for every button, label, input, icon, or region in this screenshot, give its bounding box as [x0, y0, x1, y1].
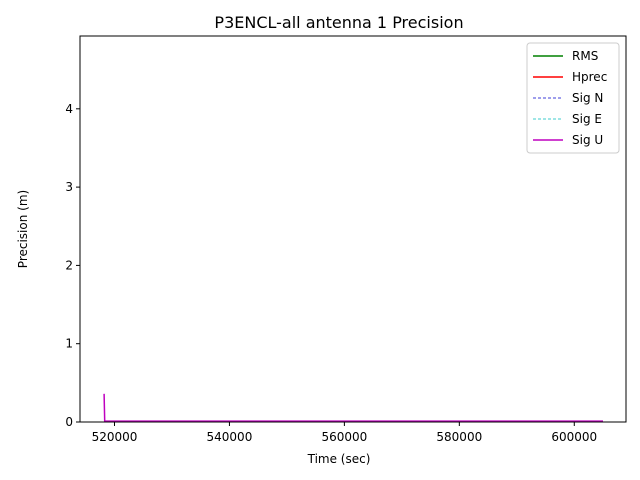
x-tick-label: 560000 — [321, 430, 367, 444]
x-tick-label: 600000 — [551, 430, 597, 444]
legend-items: RMS Hprec Sig N Sig E Sig U — [533, 49, 607, 147]
x-tick-label: 540000 — [207, 430, 253, 444]
y-axis-ticks: 0 1 2 3 4 — [65, 102, 80, 429]
plot-frame — [79, 35, 627, 423]
legend-box — [526, 42, 620, 154]
y-tick-label: 2 — [65, 258, 73, 272]
series-line-sig-u — [103, 393, 603, 422]
y-tick-label: 3 — [65, 180, 73, 194]
legend-label-sig-e: Sig E — [572, 112, 602, 126]
y-tick-label: 1 — [65, 337, 73, 351]
legend-label-sig-u: Sig U — [572, 133, 603, 147]
chart-title: P3ENCL-all antenna 1 Precision — [214, 13, 463, 32]
legend-label-sig-n: Sig N — [572, 91, 603, 105]
legend: RMS Hprec Sig N Sig E Sig U — [526, 42, 620, 154]
y-tick-label: 0 — [65, 415, 73, 429]
legend-label-rms: RMS — [572, 49, 598, 63]
x-axis-ticks: 520000 540000 560000 580000 600000 — [92, 422, 597, 444]
x-tick-label: 520000 — [92, 430, 138, 444]
x-axis-label: Time (sec) — [307, 452, 371, 466]
y-axis-label: Precision (m) — [16, 190, 30, 268]
legend-label-hprec: Hprec — [572, 70, 607, 84]
x-tick-label: 580000 — [436, 430, 482, 444]
y-tick-label: 4 — [65, 102, 73, 116]
